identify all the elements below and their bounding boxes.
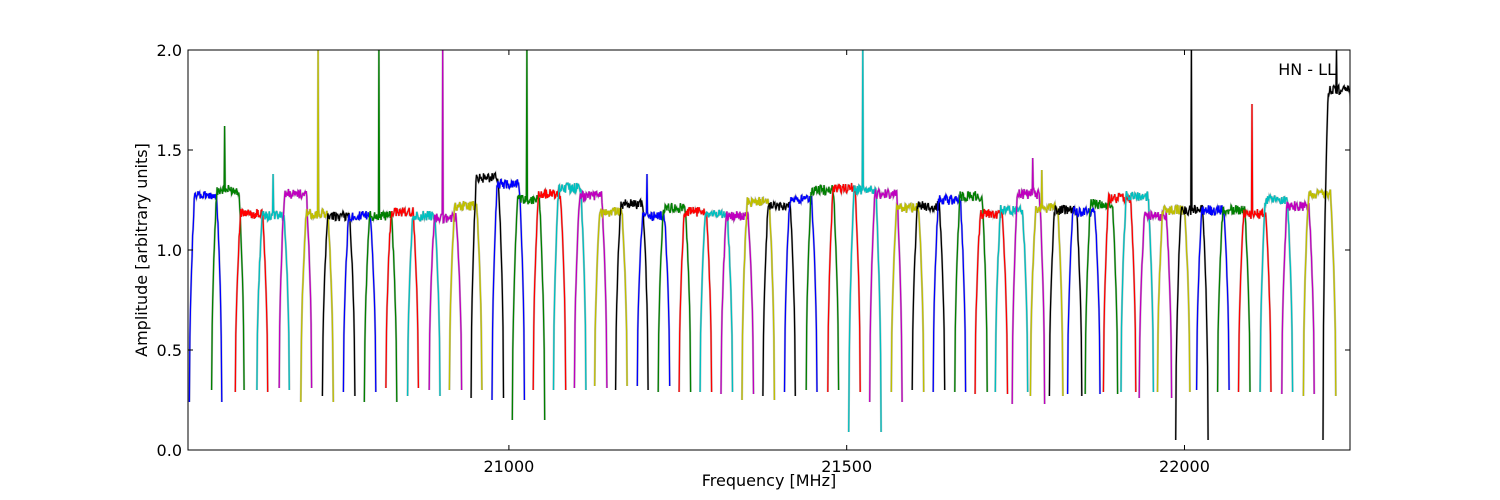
band-trace-line — [448, 200, 483, 391]
band-trace-line — [783, 193, 818, 393]
band-trace-line — [636, 173, 671, 387]
y-tick-label: 2.0 — [157, 41, 182, 60]
x-tick-label: 21500 — [821, 457, 872, 476]
axis-ticks: 21000 21500 22000 0.0 0.5 1.0 1.5 2.0 — [157, 41, 1350, 476]
band-trace-line — [1120, 191, 1155, 393]
band-traces — [188, 50, 1350, 441]
band-trace-line — [848, 50, 882, 433]
band-trace-line — [1011, 157, 1046, 405]
band-trace-line — [573, 189, 608, 389]
y-tick-label: 0.5 — [157, 341, 182, 360]
band-trace-line — [657, 202, 692, 393]
annotation-label: HN - LL — [1278, 60, 1336, 79]
band-trace-line — [1237, 103, 1272, 393]
band-trace-line — [994, 204, 1029, 393]
band-trace-line — [385, 206, 420, 389]
band-trace-line — [1084, 199, 1119, 395]
band-trace-line — [278, 188, 313, 389]
band-trace-line — [869, 187, 903, 403]
band-trace-line — [342, 211, 377, 393]
band-trace-line — [210, 125, 245, 391]
band-trace-line — [614, 197, 649, 391]
band-trace-line — [1259, 193, 1294, 393]
band-trace-line — [932, 192, 967, 393]
band-trace-line — [532, 186, 567, 391]
y-tick-label: 1.0 — [157, 241, 182, 260]
band-trace-line — [1066, 205, 1101, 395]
band-trace-line — [720, 211, 755, 395]
band-trace-line — [1216, 203, 1251, 393]
band-trace-line — [511, 50, 546, 421]
y-tick-label: 0.0 — [157, 441, 182, 460]
band-trace-line — [552, 182, 587, 391]
band-trace-line — [428, 50, 463, 391]
band-trace-line — [594, 207, 628, 387]
band-trace-line — [954, 191, 988, 393]
band-trace-line — [491, 178, 526, 401]
band-trace-line — [890, 202, 925, 393]
band-trace-line — [1322, 50, 1350, 441]
band-trace-line — [1302, 188, 1337, 397]
y-tick-label: 1.5 — [157, 141, 182, 160]
x-axis-label: Frequency [MHz] — [702, 471, 836, 490]
band-trace-line — [1029, 169, 1064, 397]
x-tick-label: 21000 — [483, 457, 534, 476]
y-axis-label: Amplitude [arbitrary units] — [132, 143, 151, 357]
x-tick-label: 22000 — [1159, 457, 1210, 476]
